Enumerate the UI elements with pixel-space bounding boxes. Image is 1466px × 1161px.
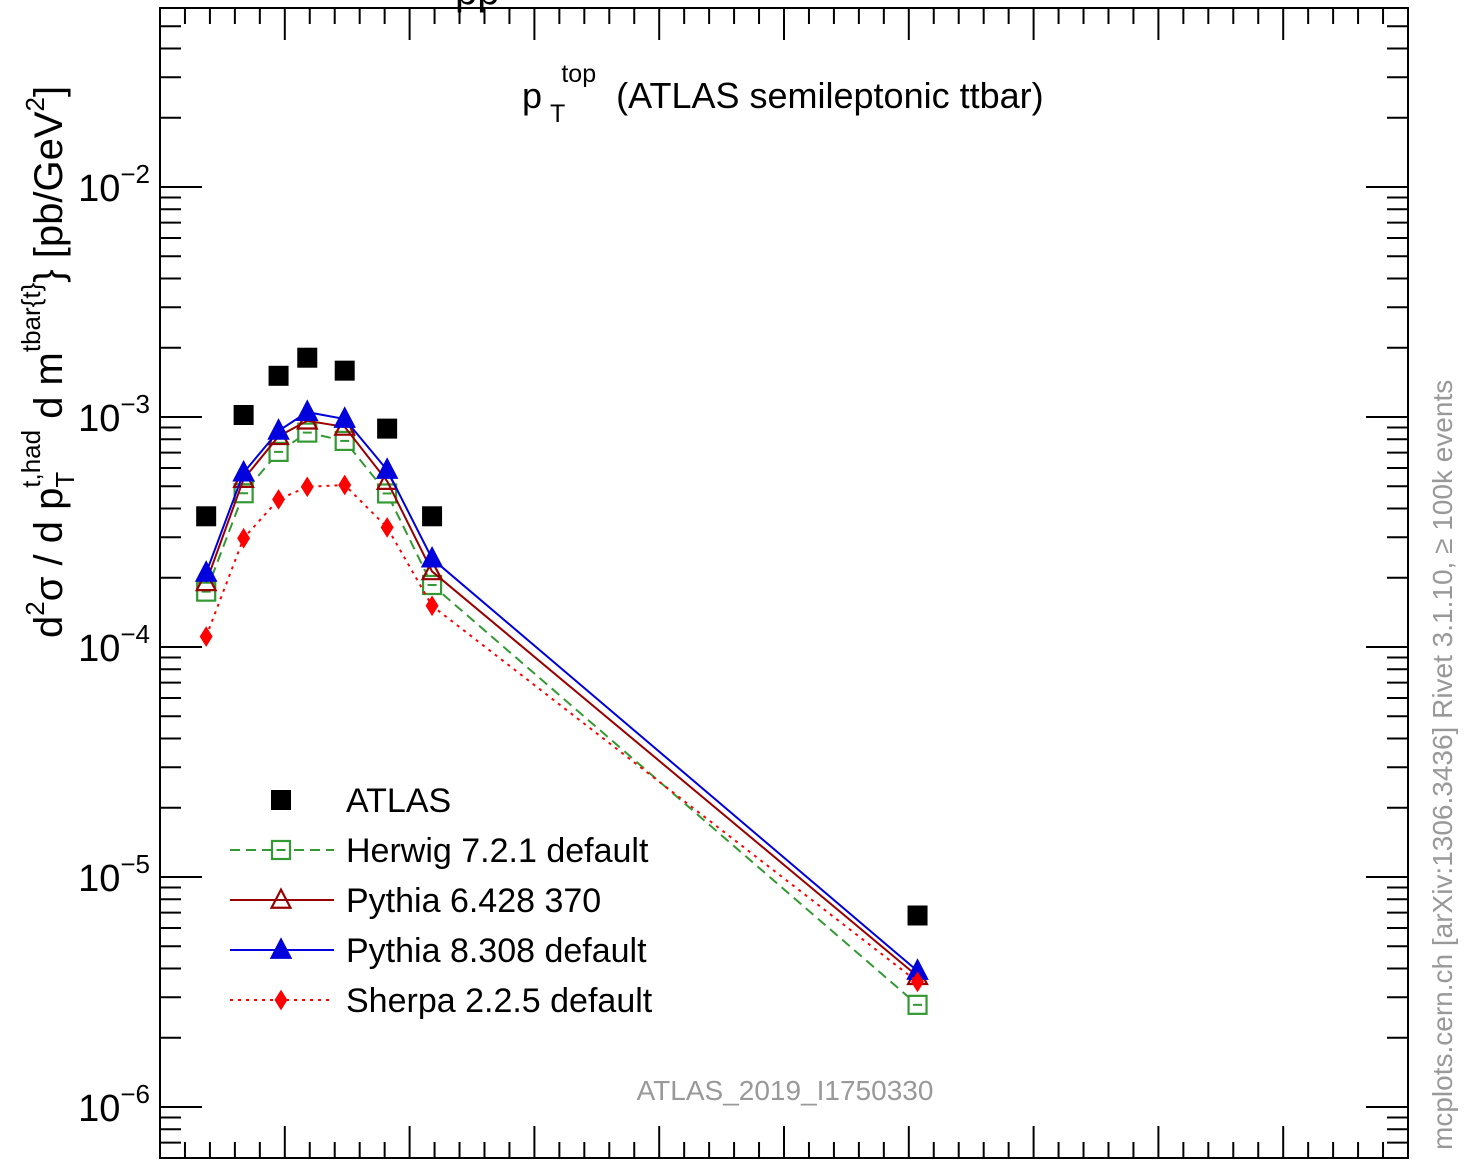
data-point [420, 545, 444, 568]
chart-title: p T top (ATLAS semileptonic ttbar) [522, 49, 1044, 130]
legend-entry: Pythia 6.428 370 [230, 882, 601, 920]
data-point [297, 347, 318, 368]
data-point [267, 418, 290, 440]
title-sup: top [561, 60, 596, 88]
y-tick-label: 10−6 [78, 1079, 150, 1130]
data-point [375, 457, 399, 479]
analysis-label: ATLAS_2019_I1750330 [637, 1075, 934, 1106]
series-sherpa-2-2-5-default [199, 474, 925, 993]
series-herwig-7-2-1-default [196, 422, 928, 1015]
series-atlas [196, 347, 928, 926]
top-header-text: pp [455, 0, 500, 13]
data-point [425, 595, 439, 617]
legend-label: Sherpa 2.2.5 default [346, 982, 653, 1020]
legend-marker [269, 887, 293, 909]
data-point [422, 506, 443, 527]
title-main: (ATLAS semileptonic ttbar) [616, 75, 1043, 116]
y-tick-label: 10−2 [78, 159, 150, 210]
legend-marker [274, 989, 288, 1011]
legend-label: Herwig 7.2.1 default [346, 832, 649, 870]
legend-marker [271, 790, 291, 810]
data-point [272, 489, 286, 510]
legend-marker [269, 937, 293, 959]
legend-entry: ATLAS [271, 782, 451, 820]
data-point [233, 404, 254, 425]
legend-entry: Herwig 7.2.1 default [230, 832, 649, 870]
legend: ATLAS Herwig 7.2.1 default Pythia 6.428 37… [230, 782, 653, 1020]
data-point [196, 506, 217, 527]
data-point [300, 476, 314, 498]
data-point [338, 474, 352, 496]
data-point [911, 971, 925, 993]
axis-ticks: 10−2 10−3 10−4 10−5 10−6 [78, 7, 1409, 1159]
legend-label: Pythia 6.428 370 [346, 882, 601, 920]
data-point [334, 360, 355, 381]
y-tick-label: 10−5 [78, 849, 150, 900]
title-sub: T [550, 100, 565, 128]
side-label: mcplots.cern.ch [arXiv:1306.3436] Rivet … [1427, 380, 1458, 1150]
title-var: p [522, 75, 542, 116]
series-line [205, 411, 919, 972]
data-point [333, 406, 356, 428]
data-point [268, 365, 289, 386]
data-point [194, 560, 218, 582]
y-tick-label: 10−4 [78, 619, 150, 670]
series-group [194, 347, 929, 1015]
data-point [199, 626, 213, 647]
legend-entry: Pythia 8.308 default [230, 932, 647, 970]
data-point [232, 459, 255, 482]
data-point [377, 418, 398, 439]
data-point [237, 527, 251, 549]
data-point [295, 399, 319, 421]
series-line [205, 484, 919, 983]
legend-label: Pythia 8.308 default [346, 932, 647, 970]
data-point [380, 517, 394, 538]
y-tick-label: 10−3 [78, 389, 150, 440]
data-point [907, 905, 928, 926]
legend-label: ATLAS [346, 782, 451, 820]
data-point [420, 558, 444, 581]
y-axis-label: d2σ / d pTt,had d mtbar{t}} [pb/GeV2] [16, 86, 80, 638]
legend-entry: Sherpa 2.2.5 default [230, 982, 653, 1020]
